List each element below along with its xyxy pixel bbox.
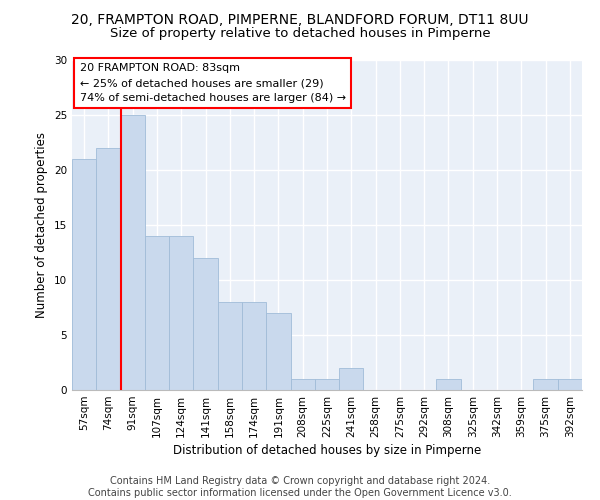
Bar [169, 236, 193, 390]
Bar [266, 313, 290, 390]
Bar [145, 236, 169, 390]
Y-axis label: Number of detached properties: Number of detached properties [35, 132, 49, 318]
X-axis label: Distribution of detached houses by size in Pimperne: Distribution of detached houses by size … [173, 444, 481, 457]
Text: 20 FRAMPTON ROAD: 83sqm
← 25% of detached houses are smaller (29)
74% of semi-de: 20 FRAMPTON ROAD: 83sqm ← 25% of detache… [80, 64, 346, 103]
Bar [315, 379, 339, 390]
Bar [72, 159, 96, 390]
Text: Size of property relative to detached houses in Pimperne: Size of property relative to detached ho… [110, 28, 490, 40]
Bar [218, 302, 242, 390]
Bar [96, 148, 121, 390]
Text: 20, FRAMPTON ROAD, PIMPERNE, BLANDFORD FORUM, DT11 8UU: 20, FRAMPTON ROAD, PIMPERNE, BLANDFORD F… [71, 12, 529, 26]
Bar [339, 368, 364, 390]
Text: Contains HM Land Registry data © Crown copyright and database right 2024.
Contai: Contains HM Land Registry data © Crown c… [88, 476, 512, 498]
Bar [558, 379, 582, 390]
Bar [121, 115, 145, 390]
Bar [533, 379, 558, 390]
Bar [242, 302, 266, 390]
Bar [436, 379, 461, 390]
Bar [290, 379, 315, 390]
Bar [193, 258, 218, 390]
